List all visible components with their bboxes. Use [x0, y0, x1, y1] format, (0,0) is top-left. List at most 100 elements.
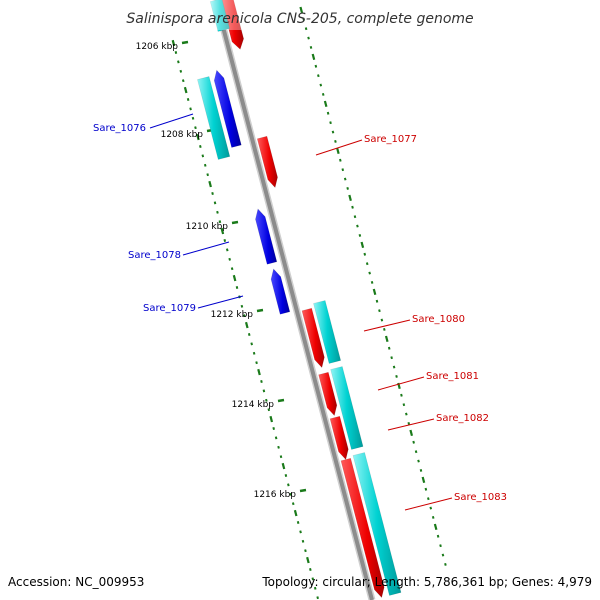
inner-tick-mark: [304, 549, 307, 553]
outer-tick-mark: [329, 121, 332, 125]
outer-tick-mark: [326, 111, 330, 115]
gene-label[interactable]: Sare_1083: [454, 492, 507, 503]
tick-label: 1216 kbp: [254, 490, 297, 500]
inner-tick-mark: [262, 389, 266, 393]
backbone-layer: [212, 0, 376, 600]
gene-label[interactable]: Sare_1082: [436, 413, 489, 424]
inner-tick-mark: [287, 483, 290, 487]
inner-tick-mark: [235, 286, 239, 289]
inner-tick-mark: [277, 445, 280, 449]
inner-tick-mark: [186, 98, 190, 101]
major-tick-mark: [181, 40, 189, 45]
inner-tick-mark: [225, 248, 229, 252]
outer-tick-mark: [407, 422, 411, 425]
inner-tick-mark: [196, 133, 200, 141]
inner-tick-mark: [174, 51, 178, 54]
outer-tick-mark: [392, 365, 396, 369]
outer-tick-mark: [348, 194, 352, 202]
inner-tick-mark: [181, 79, 185, 83]
inner-tick-mark: [309, 568, 312, 571]
gene-label[interactable]: Sare_1078: [128, 250, 181, 261]
inner-tick-mark: [257, 368, 261, 376]
gene-label[interactable]: Sare_1079: [143, 303, 196, 314]
gene-label[interactable]: Sare_1077: [364, 134, 417, 145]
outer-tick-mark: [380, 318, 384, 322]
outer-tick-mark: [370, 281, 374, 284]
outer-tick-mark: [395, 375, 398, 378]
major-tick-mark: [256, 308, 264, 313]
outer-tick-mark: [419, 469, 423, 472]
gene-label[interactable]: Sare_1076: [93, 123, 146, 134]
outer-tick-mark: [321, 93, 325, 96]
outer-tick-mark: [424, 487, 428, 491]
backbone-line: [214, 0, 374, 600]
outer-tick-mark: [353, 215, 357, 219]
inner-tick-mark: [301, 539, 305, 543]
gene-label-leader: [197, 295, 244, 309]
cyan-gene-block: [330, 366, 364, 450]
inner-tick-mark: [230, 267, 234, 271]
major-tick-mark: [299, 488, 307, 493]
outer-tick-mark: [412, 440, 415, 444]
inner-tick-mark: [293, 509, 298, 517]
inner-tick-mark: [311, 577, 315, 581]
outer-tick-mark: [311, 53, 316, 61]
gene-label-leader: [315, 139, 363, 156]
tick-label: 1212 kbp: [211, 310, 254, 320]
red-cds-arrow: [318, 371, 338, 417]
gene-label-layer: Sare_1076 Sare_1077 Sare_1078 Sare_1079 Sare…: [93, 113, 507, 511]
outer-tick-mark: [436, 534, 440, 538]
outer-tick-mark: [400, 393, 403, 397]
outer-tick-mark: [378, 309, 381, 313]
outer-tick-mark: [314, 64, 318, 68]
outer-tick-mark: [323, 100, 328, 108]
outer-tick-mark: [387, 346, 391, 350]
inner-tick-mark: [216, 210, 219, 214]
inner-tick-mark: [252, 351, 256, 355]
top-fade: [190, 0, 270, 30]
blue-cds-arrow: [270, 268, 291, 315]
outer-tick-mark: [302, 17, 305, 21]
outer-tick-mark: [368, 271, 371, 275]
major-tick-mark: [277, 398, 285, 403]
outer-tick-mark: [356, 224, 359, 228]
red-cds-arrow: [301, 307, 325, 369]
gene-label[interactable]: Sare_1080: [412, 314, 465, 325]
outer-tick-mark: [372, 288, 377, 296]
inner-tick-mark: [250, 342, 253, 346]
outer-tick-mark: [402, 403, 406, 407]
inner-tick-mark: [281, 462, 286, 470]
outer-tick-mark: [414, 450, 418, 454]
blue-cds-arrow: [255, 208, 278, 265]
gene-label-leader: [387, 418, 435, 431]
gene-label[interactable]: Sare_1081: [426, 371, 479, 382]
inner-tick-mark: [265, 398, 268, 402]
inner-tick-mark: [171, 39, 176, 47]
inner-tick-mark: [183, 86, 188, 94]
inner-tick-mark: [223, 239, 227, 242]
outer-tick-mark: [307, 36, 310, 40]
outer-tick-mark: [309, 46, 313, 49]
red-cds-arrow: [340, 457, 385, 599]
inner-tick-mark: [240, 304, 244, 308]
outer-tick-mark: [427, 497, 430, 501]
inner-tick-mark: [199, 145, 202, 148]
outer-tick-mark: [441, 553, 445, 557]
inner-tick-mark: [177, 60, 180, 64]
outer-tick-mark: [360, 241, 365, 249]
tick-label-layer: 1206 kbp 1208 kbp 1210 kbp 1212 kbp 1214 kbp…: [136, 40, 307, 500]
outer-tick-mark: [429, 506, 433, 510]
outer-tick-mark: [439, 544, 442, 548]
inner-tick-mark: [289, 492, 293, 496]
inner-tick-mark: [247, 333, 251, 336]
inner-tick-mark: [244, 321, 249, 329]
gene-label-leader: [404, 497, 453, 511]
red-cds-arrow: [256, 135, 278, 189]
tick-label: 1214 kbp: [232, 400, 275, 410]
gene-layer: [190, 0, 402, 599]
inner-tick-mark: [203, 163, 207, 167]
map-title: Salinispora arenicola CNS-205, complete …: [126, 11, 473, 27]
gene-label-leader: [377, 376, 425, 391]
inner-tick-mark: [274, 436, 278, 440]
